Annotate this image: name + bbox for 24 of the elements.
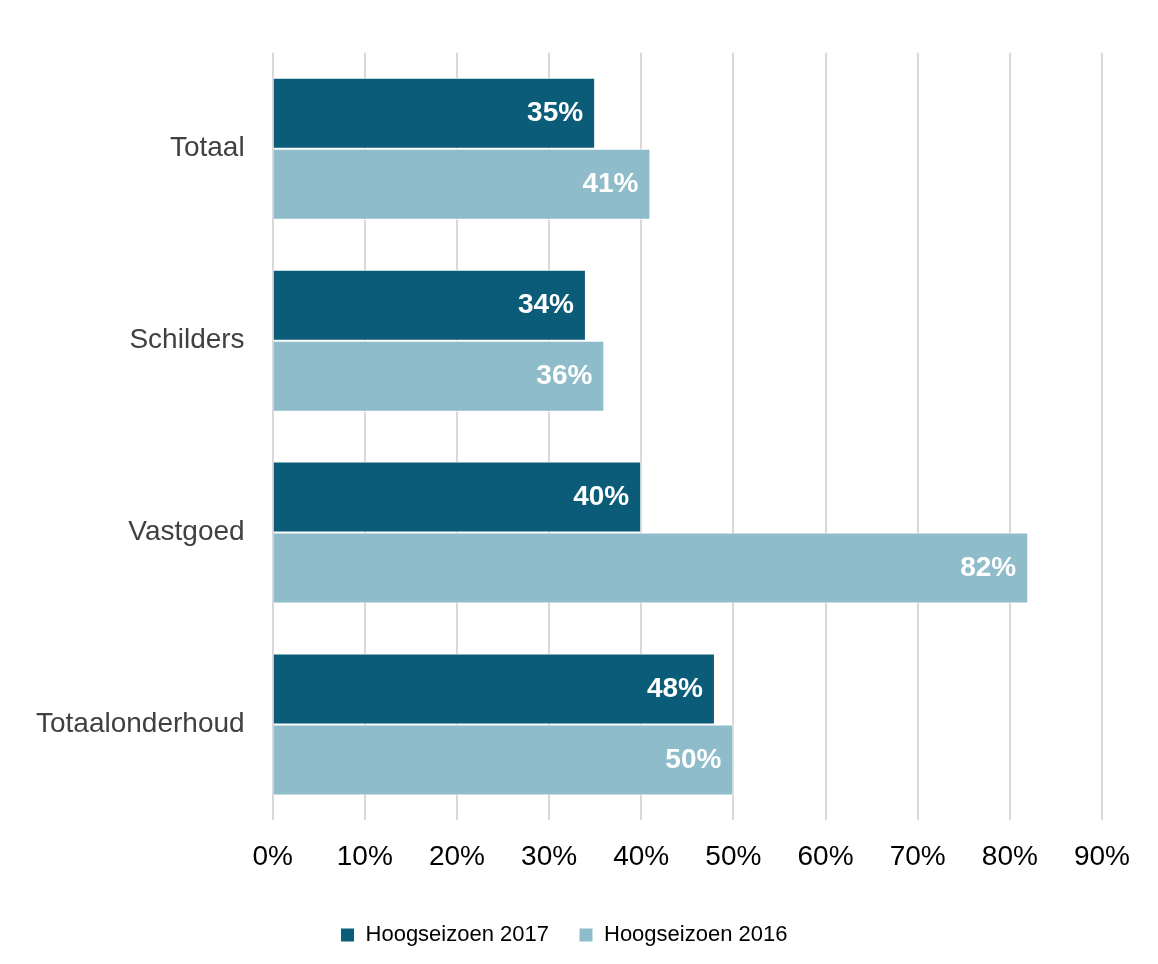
x-tick-label: 80% xyxy=(981,839,1038,871)
x-tick-label: 50% xyxy=(705,839,762,871)
y-tick-label: Schilders xyxy=(129,323,245,355)
data-label: 82% xyxy=(960,550,1017,582)
x-tick-label: 70% xyxy=(889,839,946,871)
y-tick-label: Totaal xyxy=(169,131,245,163)
data-label: 50% xyxy=(665,742,722,774)
data-label: 34% xyxy=(517,287,575,319)
y-tick-label: Totaalonderhoud xyxy=(35,707,245,739)
data-label: 48% xyxy=(646,671,704,703)
y-tick-label: Vastgoed xyxy=(128,515,245,547)
x-tick-label: 90% xyxy=(1073,839,1130,871)
x-tick-label: 10% xyxy=(336,839,393,871)
x-tick-label: 20% xyxy=(428,839,485,871)
x-tick-label: 30% xyxy=(521,839,578,871)
x-tick-label: 40% xyxy=(613,839,670,871)
data-label: 36% xyxy=(536,358,593,390)
x-tick-label: 0% xyxy=(252,839,293,871)
legend-label: Hoogseizoen 2016 xyxy=(604,921,788,947)
data-label: 40% xyxy=(573,479,630,511)
legend-label: Hoogseizoen 2017 xyxy=(365,921,550,947)
x-tick-label: 60% xyxy=(797,839,854,871)
data-label: 35% xyxy=(527,95,584,127)
data-label: 41% xyxy=(582,166,639,198)
